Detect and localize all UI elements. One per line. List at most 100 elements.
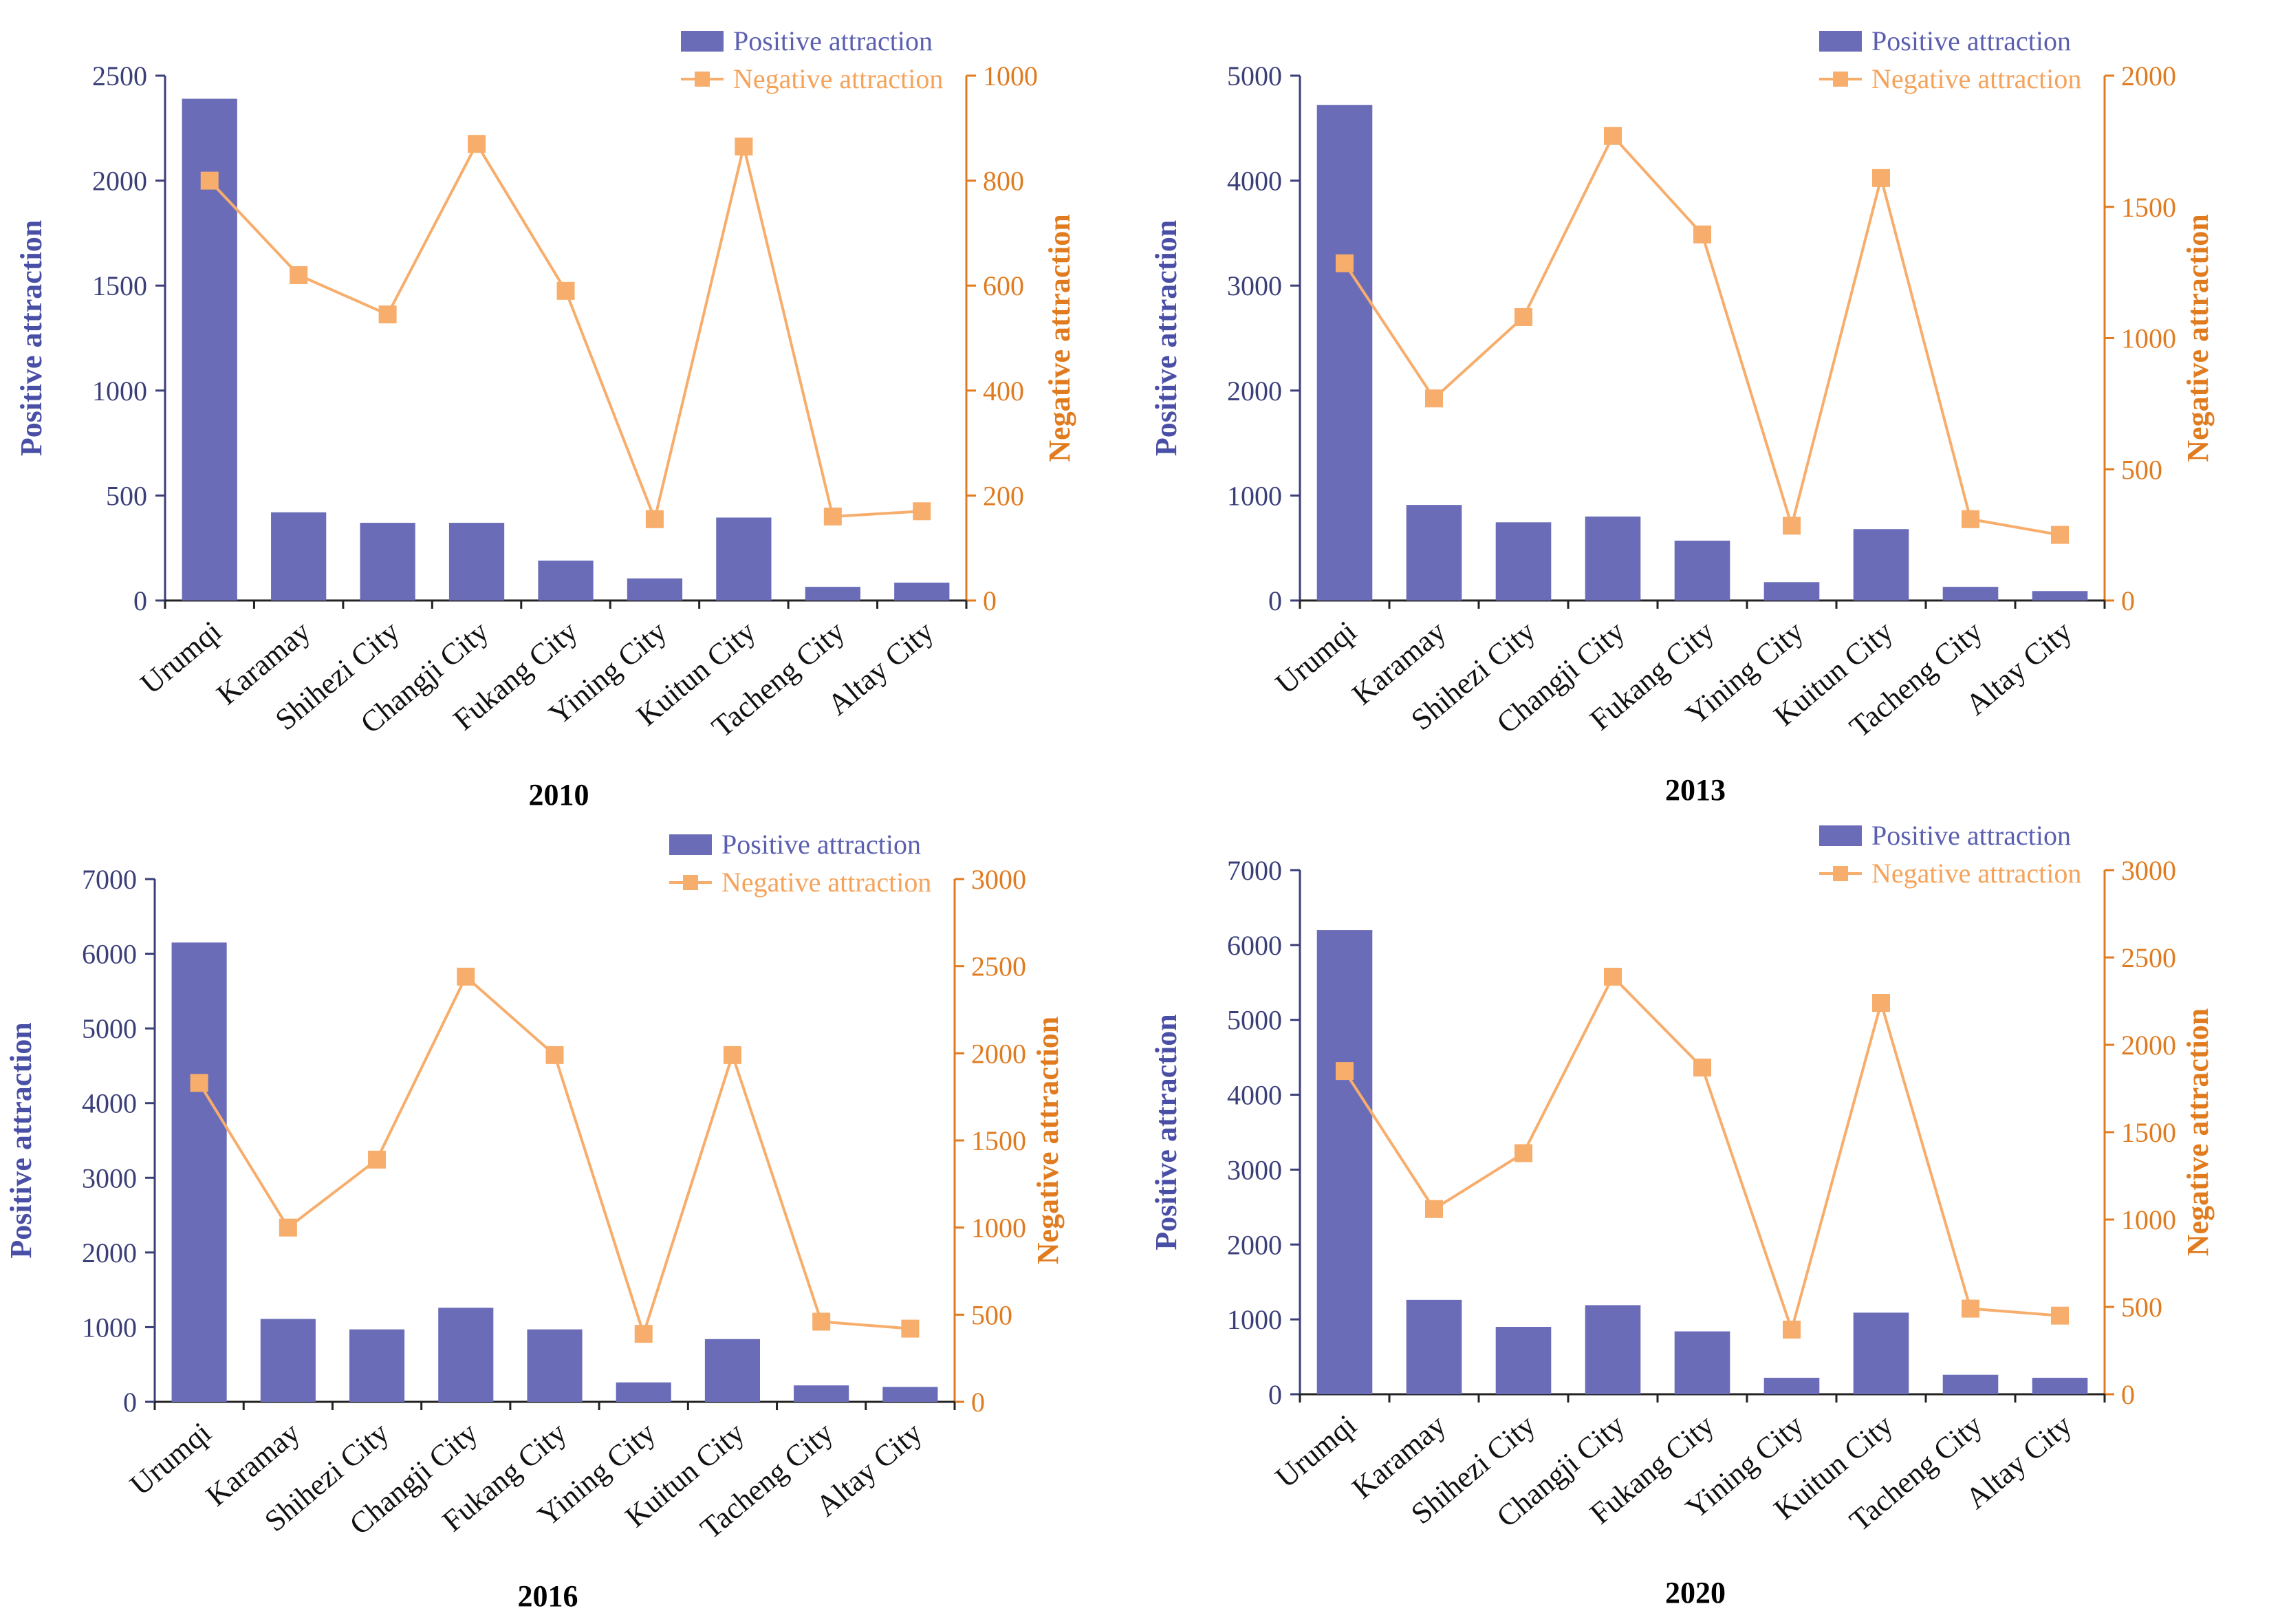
marker-negative-karamay xyxy=(1425,1200,1443,1218)
right-tick-label: 0 xyxy=(971,1387,985,1418)
right-tick-label: 1500 xyxy=(2121,1117,2176,1148)
bar-positive-fukang-city xyxy=(1674,541,1730,600)
marker-negative-altay-city xyxy=(901,1319,920,1338)
chart-panel-2020: 0 1000 2000 3000 4000 5000 6000 7000 0 500 1000 150… xyxy=(1149,820,2215,1610)
marker-negative-changji-city xyxy=(457,967,475,986)
right-tick-label: 3000 xyxy=(971,864,1026,895)
legend-swatch-positive xyxy=(669,834,712,855)
right-tick-label: 600 xyxy=(983,270,1024,301)
bar-positive-tacheng-city xyxy=(805,587,860,600)
legend-label-positive: Positive attraction xyxy=(733,25,933,56)
marker-negative-changji-city xyxy=(468,135,486,153)
left-tick-label: 2000 xyxy=(82,1237,137,1268)
bar-positive-yining-city xyxy=(616,1382,671,1402)
marker-negative-yining-city xyxy=(645,510,664,528)
panel-title: 2020 xyxy=(1665,1576,1726,1610)
chart-panel-2013: 0100020003000400050000500100015002000Uru… xyxy=(1149,25,2215,807)
bar-positive-kuitun-city xyxy=(1853,1312,1909,1394)
bar-positive-changji-city xyxy=(1585,1305,1641,1394)
right-tick-label: 500 xyxy=(2121,1292,2162,1323)
left-tick-label: 3000 xyxy=(1227,270,1282,301)
bar-positive-fukang-city xyxy=(538,561,594,600)
bar-positive-shihezi-city xyxy=(1495,522,1552,600)
marker-negative-altay-city xyxy=(2051,1306,2069,1325)
marker-negative-kuitun-city xyxy=(735,138,753,156)
marker-negative-tacheng-city xyxy=(1962,510,1979,528)
marker-negative-tacheng-city xyxy=(1962,1299,1979,1318)
left-tick-label: 1000 xyxy=(1227,480,1282,511)
left-tick-label: 5000 xyxy=(1227,61,1282,91)
y-axis-title-right: Negative attraction xyxy=(2181,214,2215,462)
bar-positive-fukang-city xyxy=(1674,1331,1730,1394)
negative-attraction-line xyxy=(1343,974,2061,1334)
left-tick-label: 2000 xyxy=(1227,376,1282,407)
marker-negative-urumqi xyxy=(1336,1062,1354,1081)
bar-positive-shihezi-city xyxy=(349,1329,405,1402)
marker-negative-altay-city xyxy=(913,502,931,521)
panel-title: 2016 xyxy=(518,1579,578,1613)
y-axis-title-left: Positive attraction xyxy=(1149,220,1183,456)
legend-label-negative: Negative attraction xyxy=(721,867,931,898)
y-axis-title-right: Negative attraction xyxy=(1043,214,1076,462)
bar-positive-karamay xyxy=(260,1319,316,1402)
marker-negative-karamay xyxy=(290,266,308,284)
bar-positive-fukang-city xyxy=(527,1329,583,1402)
legend-label-positive: Positive attraction xyxy=(1871,25,2071,56)
left-tick-label: 7000 xyxy=(1227,855,1282,886)
bar-positive-urumqi xyxy=(1316,105,1373,600)
right-tick-label: 800 xyxy=(983,166,1024,197)
bar-positive-tacheng-city xyxy=(1942,587,1999,600)
panel-title: 2010 xyxy=(529,778,589,812)
bar-positive-changji-city xyxy=(448,523,505,600)
marker-negative-kuitun-city xyxy=(1872,169,1890,187)
right-tick-label: 1500 xyxy=(2121,192,2176,223)
bar-positive-karamay xyxy=(271,512,327,600)
chart-panel-2010: 0500100015002000250002004006008001000Uru… xyxy=(14,25,1076,812)
marker-negative-kuitun-city xyxy=(723,1046,741,1064)
marker-negative-altay-city xyxy=(2051,526,2069,544)
marker-negative-shihezi-city xyxy=(378,305,397,324)
right-tick-label: 2500 xyxy=(971,951,1026,982)
legend-label-negative: Negative attraction xyxy=(733,63,943,94)
right-tick-label: 1000 xyxy=(2121,323,2176,354)
bar-positive-urumqi xyxy=(171,942,227,1402)
right-tick-label: 3000 xyxy=(2121,855,2176,886)
bar-positive-urumqi xyxy=(1316,930,1373,1394)
left-tick-label: 4000 xyxy=(1227,166,1282,197)
y-axis-title-right: Negative attraction xyxy=(1031,1017,1065,1264)
right-tick-label: 400 xyxy=(983,376,1024,407)
bar-positive-changji-city xyxy=(1585,516,1641,600)
left-tick-label: 1000 xyxy=(82,1312,137,1343)
negative-attraction-line xyxy=(1343,133,2061,537)
panel-title: 2013 xyxy=(1665,773,1726,807)
legend-swatch-positive xyxy=(681,31,724,52)
right-tick-label: 0 xyxy=(2121,585,2135,616)
bar-positive-kuitun-city xyxy=(704,1339,761,1402)
legend-label-positive: Positive attraction xyxy=(1871,820,2071,851)
marker-negative-tacheng-city xyxy=(823,507,842,526)
chart-panel-2016: 0 1000 2000 3000 4000 5000 6000 7000 0 500 1000 150… xyxy=(4,829,1065,1613)
right-tick-label: 0 xyxy=(2121,1379,2135,1410)
right-tick-label: 200 xyxy=(983,480,1024,511)
bar-positive-kuitun-city xyxy=(716,517,772,600)
left-tick-label: 0 xyxy=(1268,585,1282,616)
right-tick-label: 1000 xyxy=(983,61,1038,91)
right-tick-label: 1500 xyxy=(971,1125,1026,1156)
right-tick-label: 2000 xyxy=(2121,1030,2176,1061)
left-tick-label: 3000 xyxy=(82,1162,137,1193)
left-tick-label: 2500 xyxy=(92,61,147,91)
bar-positive-yining-city xyxy=(1763,582,1820,600)
marker-negative-shihezi-city xyxy=(1515,1144,1532,1162)
right-tick-label: 500 xyxy=(971,1299,1012,1330)
legend-label-positive: Positive attraction xyxy=(721,829,921,860)
marker-negative-changji-city xyxy=(1604,127,1622,145)
left-tick-label: 500 xyxy=(106,480,147,511)
right-tick-label: 1000 xyxy=(2121,1204,2176,1235)
marker-negative-urumqi xyxy=(200,171,219,190)
marker-negative-kuitun-city xyxy=(1872,994,1890,1013)
legend-marker-negative xyxy=(1833,866,1848,881)
bar-positive-altay-city xyxy=(2032,1378,2088,1394)
marker-negative-urumqi xyxy=(190,1074,208,1092)
y-axis-title-left: Positive attraction xyxy=(1149,1014,1183,1250)
